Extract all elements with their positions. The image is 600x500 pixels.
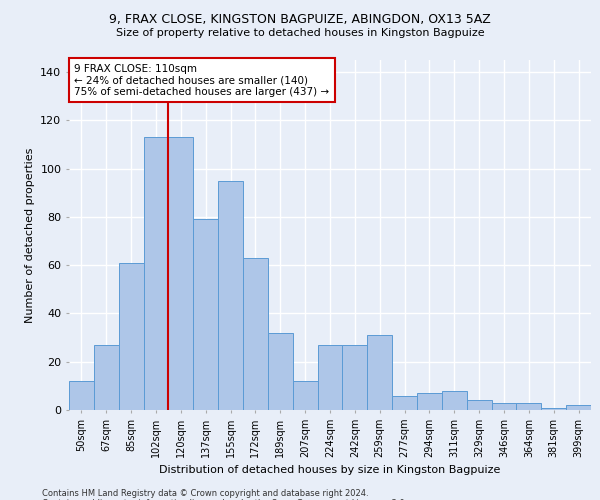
Text: Contains public sector information licensed under the Open Government Licence v3: Contains public sector information licen… <box>42 498 407 500</box>
Bar <box>69 381 94 410</box>
Bar <box>517 403 541 410</box>
Bar <box>343 345 367 410</box>
Text: Contains HM Land Registry data © Crown copyright and database right 2024.: Contains HM Land Registry data © Crown c… <box>42 488 368 498</box>
Bar <box>541 408 566 410</box>
Bar <box>442 390 467 410</box>
Bar <box>417 393 442 410</box>
X-axis label: Distribution of detached houses by size in Kingston Bagpuize: Distribution of detached houses by size … <box>160 466 500 475</box>
Bar <box>293 381 317 410</box>
Y-axis label: Number of detached properties: Number of detached properties <box>25 148 35 322</box>
Bar <box>491 403 517 410</box>
Bar <box>467 400 491 410</box>
Bar <box>268 333 293 410</box>
Text: Size of property relative to detached houses in Kingston Bagpuize: Size of property relative to detached ho… <box>116 28 484 38</box>
Bar <box>218 180 243 410</box>
Bar <box>566 405 591 410</box>
Bar <box>143 137 169 410</box>
Bar <box>193 220 218 410</box>
Text: 9 FRAX CLOSE: 110sqm
← 24% of detached houses are smaller (140)
75% of semi-deta: 9 FRAX CLOSE: 110sqm ← 24% of detached h… <box>74 64 329 96</box>
Bar <box>94 345 119 410</box>
Bar <box>317 345 343 410</box>
Bar <box>119 263 143 410</box>
Bar <box>367 335 392 410</box>
Bar <box>243 258 268 410</box>
Bar <box>392 396 417 410</box>
Text: 9, FRAX CLOSE, KINGSTON BAGPUIZE, ABINGDON, OX13 5AZ: 9, FRAX CLOSE, KINGSTON BAGPUIZE, ABINGD… <box>109 12 491 26</box>
Bar <box>169 137 193 410</box>
